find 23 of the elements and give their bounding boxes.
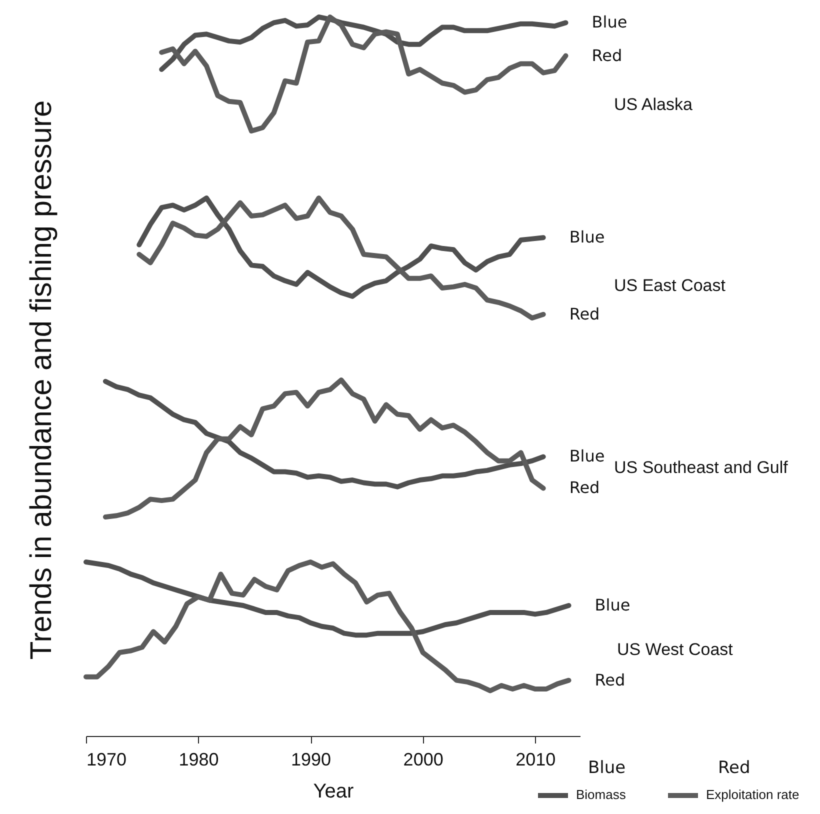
x-tick-label: 1980 [178,750,219,770]
x-tick-label: 2000 [403,750,444,770]
text: Biomass [576,787,626,802]
series-label: Red [594,670,626,690]
x-tick-label: 1970 [86,750,127,770]
text: Red [718,758,750,778]
series-label: Red [592,46,622,65]
text: US West Coast [617,640,734,659]
series-label: Red [569,478,600,498]
x-tick-label: 1990 [291,750,332,770]
series-label: Blue [594,596,630,614]
x-tick-label: 2010 [516,750,556,770]
text: Blue [588,758,626,778]
y-axis-title: Trends in abundance and fishing pressure [25,100,59,660]
series-label: Red [569,304,600,324]
series-label: Blue [592,12,628,32]
text: US Alaska [614,95,693,114]
text: US Southeast and Gulf [614,458,788,477]
text: Exploitation rate [706,787,800,802]
series-label: Blue [569,446,605,466]
x-axis-title: Year [313,780,354,802]
series-label: Blue [569,228,605,247]
text: US East Coast [614,276,726,295]
